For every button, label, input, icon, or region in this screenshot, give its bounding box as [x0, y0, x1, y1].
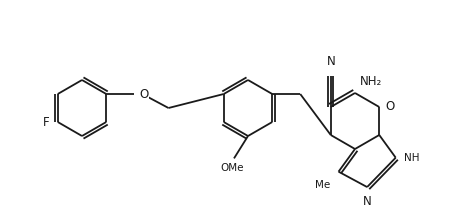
- Text: N: N: [326, 55, 335, 68]
- Text: N: N: [363, 195, 371, 208]
- Text: Me: Me: [315, 180, 330, 190]
- Text: O: O: [385, 100, 395, 113]
- Text: NH₂: NH₂: [360, 75, 382, 88]
- Text: NH: NH: [404, 153, 419, 163]
- Text: F: F: [43, 116, 50, 129]
- Text: O: O: [139, 87, 149, 100]
- Text: OMe: OMe: [220, 163, 244, 173]
